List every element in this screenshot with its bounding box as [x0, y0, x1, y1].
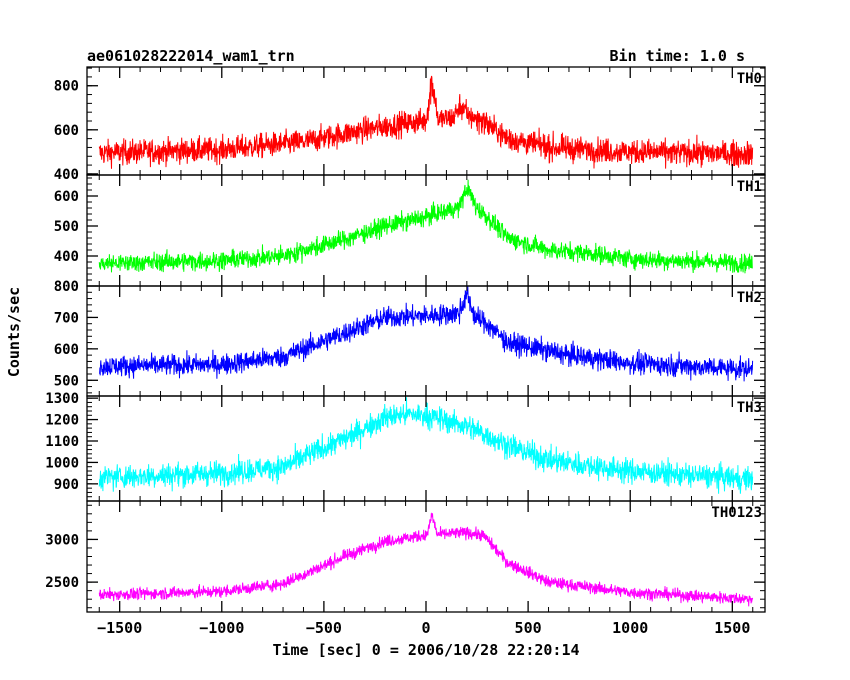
- y-tick-label: 600: [54, 123, 79, 139]
- y-tick-label: 800: [54, 79, 79, 95]
- y-tick-label: 500: [54, 373, 79, 389]
- y-tick-label: 400: [54, 249, 79, 265]
- y-tick-label: 500: [54, 219, 79, 235]
- y-tick-label: 2500: [45, 575, 79, 591]
- panel-frame: [86, 395, 766, 502]
- chart-title: ae061028222014_wam1_trn: [87, 47, 295, 65]
- panel-label-th0123: TH0123: [711, 505, 762, 521]
- x-tick-label: −1500: [97, 619, 142, 637]
- x-tick-label: −1000: [199, 619, 244, 637]
- y-tick-label: 700: [54, 310, 79, 326]
- y-tick-label: 600: [54, 342, 79, 358]
- y-tick-label: 3000: [45, 532, 79, 548]
- panel-th0: 400 600 800 TH0: [54, 66, 766, 183]
- panel-label-th0: TH0: [737, 71, 762, 87]
- panel-th2: 500 600 700 800 TH2: [54, 279, 766, 397]
- series-line-th2: [99, 285, 754, 382]
- panel-th0123: 2500 3000 TH0123: [45, 500, 766, 613]
- x-axis: −1500 −1000 −500 0 500 1000 1500: [97, 619, 750, 637]
- y-axis-label: Counts/sec: [5, 287, 23, 377]
- series-line-th1: [98, 179, 753, 274]
- x-tick-label: 1500: [714, 619, 750, 637]
- series-line-th3: [98, 397, 754, 494]
- y-tick-label: 1200: [45, 413, 79, 429]
- y-tick-label: 1000: [45, 455, 79, 471]
- x-axis-label: Time [sec] 0 = 2006/10/28 22:20:14: [272, 641, 579, 659]
- y-tick-label: 400: [54, 167, 79, 183]
- panel-label-th2: TH2: [737, 290, 762, 306]
- panel-label-th3: TH3: [737, 400, 762, 416]
- x-tick-label: 500: [515, 619, 542, 637]
- series-line-th0: [98, 75, 754, 169]
- x-tick-label: −500: [306, 619, 342, 637]
- panel-frame: [86, 174, 766, 287]
- x-tick-label: 0: [421, 619, 430, 637]
- x-tick-label: 1000: [612, 619, 648, 637]
- panel-th1: 400 500 600 TH1: [54, 174, 766, 287]
- y-tick-label: 600: [54, 189, 79, 205]
- panel-label-th1: TH1: [737, 179, 762, 195]
- y-tick-label: 900: [54, 477, 79, 493]
- y-tick-label: 800: [54, 279, 79, 295]
- bin-time-label: Bin time: 1.0 s: [610, 47, 745, 65]
- panels-group: 400 600 800 TH0 400 500 600 TH1 500 600 700 800 TH2 9…: [45, 66, 766, 613]
- panel-frame: [86, 285, 766, 397]
- y-tick-label: 1100: [45, 434, 79, 450]
- series-line-th0123: [98, 512, 754, 607]
- y-tick-label: 1300: [45, 391, 79, 407]
- panel-th3: 900 1000 1100 1200 1300 TH3: [45, 391, 766, 502]
